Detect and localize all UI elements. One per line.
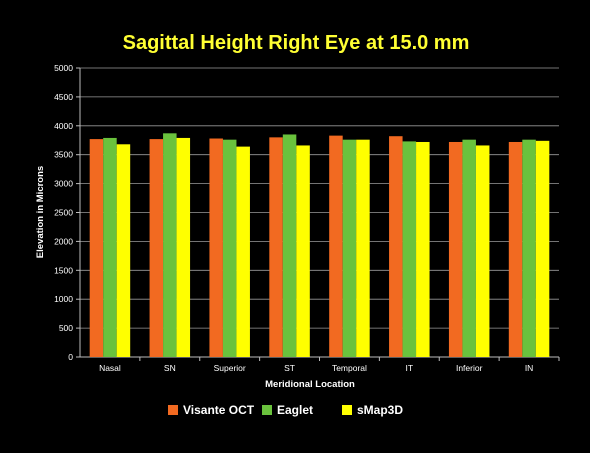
bar-eaglet-temporal <box>342 139 357 357</box>
y-tick-label: 5000 <box>54 63 73 73</box>
bar-visante-oct-sn <box>149 139 164 357</box>
x-axis-title: Meridional Location <box>265 379 355 390</box>
bar-group-temporal <box>329 135 370 357</box>
bar-eaglet-in <box>522 139 536 357</box>
x-tick-label: SN <box>164 363 176 373</box>
bar-group-it <box>389 136 430 357</box>
x-tick-label: Temporal <box>332 363 367 373</box>
bar-visante-oct-temporal <box>329 135 343 357</box>
bar-groups <box>89 133 550 357</box>
bar-eaglet-superior <box>222 139 237 357</box>
x-tick-label: Nasal <box>99 363 121 373</box>
bar-group-st <box>269 134 310 357</box>
legend-label: Eaglet <box>277 403 313 417</box>
x-tick-label: IN <box>525 363 534 373</box>
legend-label: Visante OCT <box>183 403 255 417</box>
x-tick-label: IT <box>406 363 414 373</box>
bar-eaglet-nasal <box>103 137 117 357</box>
bar-smap3d-in <box>535 140 550 357</box>
bar-visante-oct-st <box>269 137 283 357</box>
y-tick-label: 2000 <box>54 236 73 246</box>
bar-group-in <box>508 139 550 357</box>
chart-title: Sagittal Height Right Eye at 15.0 mm <box>123 32 470 54</box>
bar-visante-oct-it <box>389 136 403 357</box>
legend-swatch <box>168 405 178 415</box>
legend-item-visante-oct: Visante OCT <box>168 403 255 417</box>
bar-eaglet-inferior <box>462 139 476 357</box>
bar-smap3d-it <box>416 141 430 357</box>
y-tick-label: 0 <box>68 352 73 362</box>
bar-smap3d-nasal <box>116 144 131 357</box>
x-tick-label: ST <box>284 363 295 373</box>
bar-group-sn <box>149 133 191 357</box>
bar-smap3d-temporal <box>356 139 370 357</box>
legend-item-smap3d: sMap3D <box>342 403 403 417</box>
y-tick-label: 500 <box>59 323 73 333</box>
legend-swatch <box>342 405 352 415</box>
legend-swatch <box>262 405 272 415</box>
bar-visante-oct-in <box>508 141 523 357</box>
x-tick-label: Superior <box>214 363 246 373</box>
bar-smap3d-inferior <box>475 145 490 357</box>
y-tick-label: 4000 <box>54 121 73 131</box>
bar-eaglet-st <box>282 134 297 357</box>
y-tick-label: 1500 <box>54 265 73 275</box>
bar-group-inferior <box>448 139 490 357</box>
y-tick-label: 1000 <box>54 294 73 304</box>
y-tick-label: 4500 <box>54 92 73 102</box>
bar-group-superior <box>209 138 250 357</box>
bar-smap3d-sn <box>176 137 191 357</box>
bar-eaglet-sn <box>163 133 177 357</box>
legend: Visante OCT Eaglet sMap3D <box>168 403 403 417</box>
bar-smap3d-st <box>296 145 310 357</box>
tick-labels: 0 500 1000 1500 2000 2500 3000 3500 4000 4500 5000… <box>54 63 533 373</box>
x-tick-label: Inferior <box>456 363 483 373</box>
bar-visante-oct-superior <box>209 138 223 357</box>
y-tick-label: 2500 <box>54 208 73 218</box>
bar-visante-oct-nasal <box>89 139 104 357</box>
bar-eaglet-it <box>402 141 417 357</box>
bar-visante-oct-inferior <box>448 141 463 357</box>
y-tick-label: 3500 <box>54 150 73 160</box>
y-axis-title: Elevation in Microns <box>35 166 46 258</box>
bar-group-nasal <box>89 137 131 357</box>
legend-label: sMap3D <box>357 403 403 417</box>
legend-item-eaglet: Eaglet <box>262 403 313 417</box>
bar-smap3d-superior <box>236 146 250 357</box>
y-tick-label: 3000 <box>54 179 73 189</box>
